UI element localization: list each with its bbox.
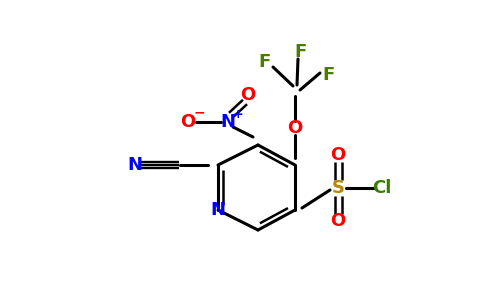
Text: O: O bbox=[287, 119, 302, 137]
Text: −: − bbox=[193, 105, 205, 119]
Text: O: O bbox=[331, 146, 346, 164]
Text: F: F bbox=[294, 43, 306, 61]
Text: O: O bbox=[241, 86, 256, 104]
Text: Cl: Cl bbox=[372, 179, 392, 197]
Text: F: F bbox=[259, 53, 271, 71]
Text: N: N bbox=[221, 113, 236, 131]
Text: +: + bbox=[233, 107, 243, 121]
Text: O: O bbox=[181, 113, 196, 131]
Text: N: N bbox=[211, 201, 226, 219]
Text: S: S bbox=[332, 179, 345, 197]
Text: F: F bbox=[322, 66, 334, 84]
Text: O: O bbox=[331, 212, 346, 230]
Text: N: N bbox=[127, 156, 142, 174]
